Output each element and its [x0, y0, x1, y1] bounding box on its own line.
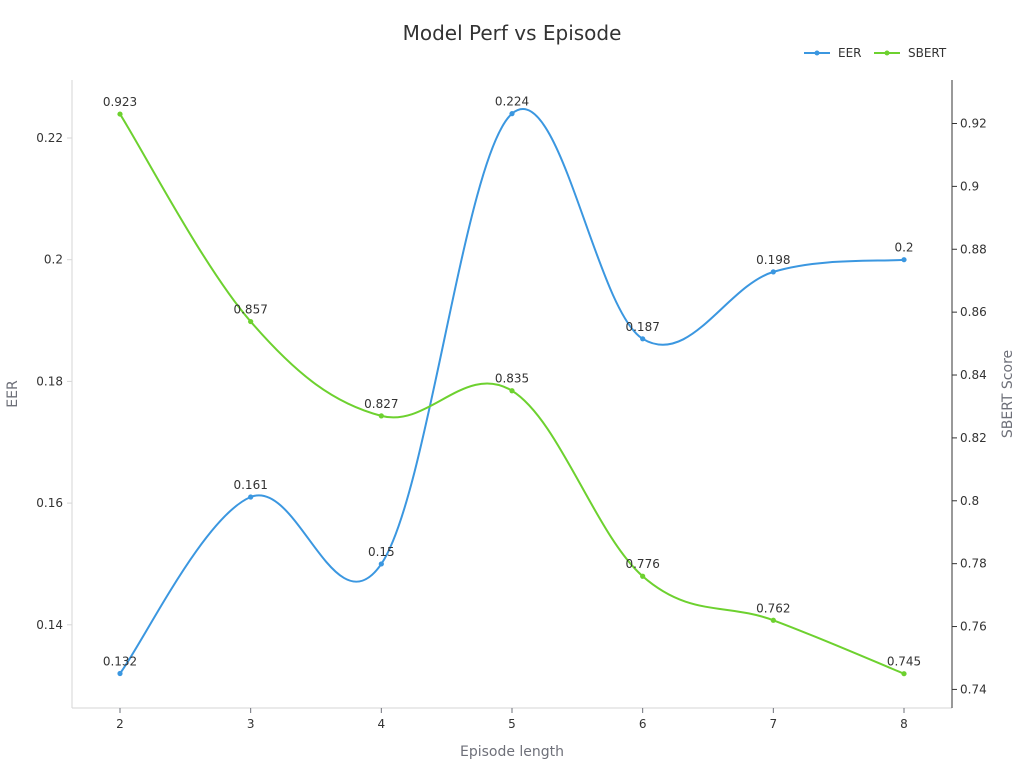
data-label-eer: 0.15 — [368, 545, 395, 559]
data-label-eer: 0.224 — [495, 95, 529, 109]
y-left-tick-label: 0.2 — [44, 253, 63, 267]
data-label-sbert: 0.776 — [625, 557, 659, 571]
legend-swatch-marker — [814, 50, 820, 56]
legend-label: EER — [838, 46, 862, 60]
data-point-eer[interactable] — [770, 269, 776, 275]
data-point-eer[interactable] — [117, 670, 123, 677]
data-point-eer[interactable] — [378, 561, 384, 567]
x-tick-label: 6 — [639, 717, 647, 731]
data-label-eer: 0.132 — [103, 654, 137, 668]
legend-label: SBERT — [908, 46, 947, 60]
y-right-tick-label: 0.88 — [960, 242, 987, 256]
y-right-tick-label: 0.92 — [960, 117, 987, 131]
y-left-axis-ticks: 0.14 0.16 0.18 0.2 0.22 — [36, 131, 72, 632]
x-tick-label: 5 — [508, 717, 516, 731]
data-point-eer[interactable] — [509, 111, 515, 117]
y-left-tick-label: 0.22 — [36, 131, 63, 145]
x-axis-ticks: 2 3 4 5 6 7 8 — [116, 708, 908, 731]
y-right-tick-label: 0.76 — [960, 620, 987, 634]
x-tick-label: 2 — [116, 717, 124, 731]
y-right-tick-label: 0.86 — [960, 305, 987, 319]
data-point-eer[interactable] — [248, 494, 254, 500]
data-label-sbert: 0.745 — [887, 655, 921, 669]
legend-item-sbert[interactable]: SBERT — [874, 46, 947, 60]
y-left-axis-title: EER — [5, 380, 21, 408]
y-right-tick-label: 0.82 — [960, 431, 987, 445]
y-left-tick-label: 0.16 — [36, 496, 63, 510]
data-point-sbert[interactable] — [640, 573, 646, 579]
data-label-eer: 0.187 — [625, 320, 659, 334]
x-tick-label: 8 — [900, 717, 908, 731]
y-left-tick-label: 0.18 — [36, 374, 63, 388]
data-point-sbert[interactable] — [378, 413, 384, 419]
y-right-tick-label: 0.8 — [960, 494, 979, 508]
data-label-sbert: 0.923 — [103, 95, 137, 109]
data-label-sbert: 0.827 — [364, 397, 398, 411]
data-label-sbert: 0.835 — [495, 372, 529, 386]
y-left-tick-label: 0.14 — [36, 618, 63, 632]
chart-title: Model Perf vs Episode — [403, 21, 622, 45]
y-right-tick-label: 0.9 — [960, 179, 979, 193]
data-point-eer[interactable] — [640, 336, 646, 342]
data-point-sbert[interactable] — [248, 318, 254, 325]
series-eer: 0.132 0.161 0.15 0.224 0.187 0.198 0.2 — [103, 95, 914, 677]
data-point-eer[interactable] — [901, 257, 907, 263]
data-label-eer: 0.198 — [756, 253, 790, 267]
series-line-sbert — [119, 113, 905, 675]
x-tick-label: 3 — [247, 717, 255, 731]
data-point-sbert[interactable] — [117, 111, 123, 117]
data-label-sbert: 0.762 — [756, 601, 790, 615]
data-point-sbert[interactable] — [770, 617, 776, 623]
y-right-axis-ticks: 0.74 0.76 0.78 0.8 0.82 0.84 0.86 0.88 0.9 0.92 — [952, 117, 987, 696]
y-right-tick-label: 0.78 — [960, 557, 987, 571]
x-axis-title: Episode length — [460, 744, 564, 760]
y-right-tick-label: 0.74 — [960, 682, 987, 696]
x-tick-label: 7 — [770, 717, 778, 731]
data-label-eer: 0.2 — [894, 241, 913, 255]
series-sbert: 0.923 0.857 0.827 0.835 0.776 0.762 0.745 — [103, 95, 921, 677]
data-point-sbert[interactable] — [901, 671, 907, 677]
legend-swatch-marker — [884, 50, 890, 56]
data-point-sbert[interactable] — [509, 388, 515, 394]
series-layer: 0.132 0.161 0.15 0.224 0.187 0.198 0.2 0.923 0.8… — [103, 95, 921, 677]
y-right-tick-label: 0.84 — [960, 368, 987, 382]
data-label-sbert: 0.857 — [233, 303, 267, 317]
legend[interactable]: EER SBERT — [804, 46, 947, 60]
x-tick-label: 4 — [378, 717, 386, 731]
y-right-axis-title: SBERT Score — [1000, 350, 1016, 438]
data-label-eer: 0.161 — [233, 478, 267, 492]
legend-item-eer[interactable]: EER — [804, 46, 862, 60]
